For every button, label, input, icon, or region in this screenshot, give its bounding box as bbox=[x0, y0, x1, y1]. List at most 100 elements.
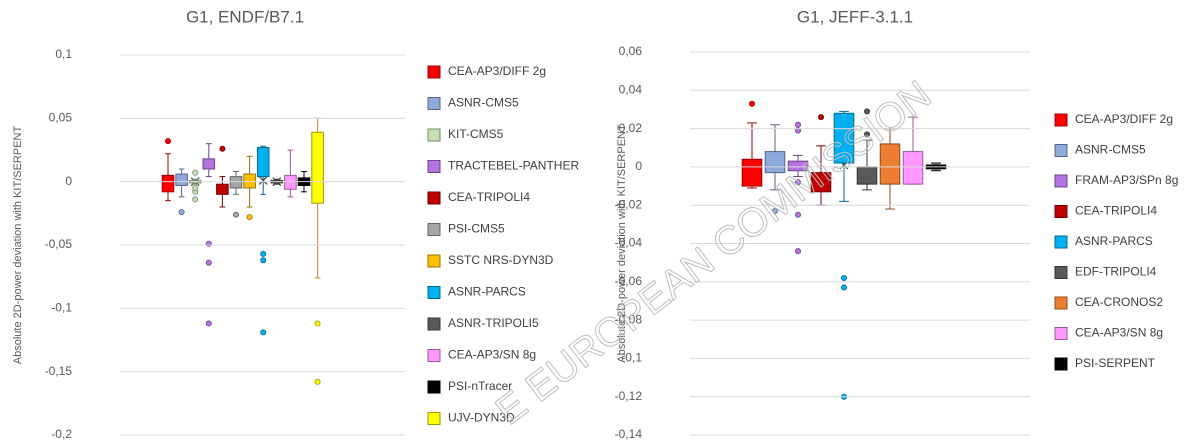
legend-label: ASNR-CMS5 bbox=[448, 96, 519, 110]
legend-label: ASNR-CMS5 bbox=[1075, 143, 1146, 157]
outlier bbox=[795, 211, 802, 218]
legend-label: SSTC NRS-DYN3D bbox=[448, 253, 554, 267]
y-tick-label: -0,05 bbox=[45, 237, 73, 251]
outlier bbox=[178, 209, 185, 216]
y-tick-label: -0,1 bbox=[51, 301, 72, 315]
outlier bbox=[841, 274, 848, 281]
box bbox=[202, 158, 216, 170]
legend-label: PSI-SERPENT bbox=[1075, 356, 1156, 370]
legend-swatch bbox=[1054, 357, 1068, 371]
chart-title: G1, ENDF/B7.1 bbox=[186, 7, 304, 26]
outlier bbox=[260, 257, 267, 264]
legend-swatch bbox=[427, 380, 441, 394]
legend-label: CEA-AP3/SN 8g bbox=[448, 348, 536, 362]
legend-label: CEA-CRONOS2 bbox=[1075, 295, 1163, 309]
legend-label: CEA-TRIPOLI4 bbox=[448, 190, 530, 204]
legend-swatch bbox=[427, 160, 441, 173]
outlier bbox=[219, 145, 226, 152]
legend-swatch bbox=[1054, 113, 1068, 127]
outlier bbox=[864, 131, 871, 138]
outlier bbox=[192, 169, 199, 176]
legend-swatch bbox=[1054, 205, 1068, 218]
legend-label: ASNR-PARCS bbox=[448, 285, 526, 299]
legend-label: CEA-TRIPOLI4 bbox=[1075, 204, 1157, 218]
outlier bbox=[246, 214, 253, 221]
legend-label: ASNR-PARCS bbox=[1075, 234, 1153, 248]
box bbox=[256, 146, 270, 178]
legend-swatch bbox=[1054, 296, 1068, 310]
y-axis-label: Absolute 2D-power deviation with KIT/SER… bbox=[12, 126, 24, 365]
y-tick-label: 0 bbox=[65, 174, 72, 188]
legend-swatch bbox=[427, 97, 441, 110]
y-tick-label: -0,04 bbox=[615, 236, 643, 250]
outlier bbox=[205, 320, 212, 327]
legend-swatch bbox=[1054, 266, 1068, 279]
legend-swatch bbox=[427, 286, 441, 299]
y-tick-label: 0,06 bbox=[619, 44, 643, 58]
legend-label: CEA-AP3/SN 8g bbox=[1075, 326, 1163, 340]
y-tick-label: -0,15 bbox=[45, 364, 73, 378]
y-tick-label: 0,05 bbox=[49, 111, 73, 125]
y-tick-label: 0,02 bbox=[619, 121, 643, 135]
box bbox=[243, 173, 256, 189]
legend-swatch bbox=[1054, 174, 1068, 188]
legend-label: PSI-CMS5 bbox=[448, 222, 505, 236]
y-tick-label: -0,06 bbox=[615, 274, 643, 288]
outlier bbox=[314, 320, 321, 327]
box bbox=[311, 131, 324, 204]
outlier bbox=[795, 121, 802, 128]
outlier bbox=[164, 138, 171, 145]
legend-label: UJV-DYN3D bbox=[448, 411, 515, 425]
watermark: E EUROPEAN COMMISSION bbox=[488, 73, 940, 434]
box bbox=[902, 151, 924, 185]
legend-label: TRACTEBEL-PANTHER bbox=[448, 159, 579, 173]
outlier bbox=[749, 100, 756, 107]
legend-label: CEA-AP3/DIFF 2g bbox=[448, 64, 546, 78]
box bbox=[284, 174, 297, 190]
legend-swatch bbox=[1054, 144, 1068, 157]
outlier bbox=[772, 207, 779, 214]
outlier bbox=[841, 284, 848, 291]
y-tick-label: -0,02 bbox=[615, 197, 643, 211]
legend-label: PSI-nTracer bbox=[448, 379, 512, 393]
legend-swatch bbox=[1054, 327, 1068, 340]
box bbox=[216, 183, 229, 195]
box bbox=[741, 158, 763, 187]
legend-label: CEA-AP3/DIFF 2g bbox=[1075, 112, 1173, 126]
y-tick-label: 0,1 bbox=[55, 47, 72, 61]
box bbox=[229, 176, 243, 189]
y-tick-label: -0,08 bbox=[615, 312, 643, 326]
legend-label: KIT-CMS5 bbox=[448, 127, 504, 141]
outlier bbox=[260, 250, 267, 257]
outlier bbox=[192, 196, 199, 203]
y-tick-label: 0 bbox=[635, 159, 642, 173]
box bbox=[161, 174, 175, 193]
y-tick-label: -0,12 bbox=[615, 389, 643, 403]
legend-label: ASNR-TRIPOLI5 bbox=[448, 316, 539, 330]
outlier bbox=[232, 211, 239, 218]
legend-swatch bbox=[427, 128, 441, 142]
outlier bbox=[205, 259, 212, 266]
y-tick-label: -0,14 bbox=[615, 427, 643, 441]
legend-label: EDF-TRIPOLI4 bbox=[1075, 265, 1157, 279]
legend-label: FRAM-AP3/SPn 8g bbox=[1075, 173, 1178, 187]
outlier bbox=[818, 114, 825, 121]
legend-swatch bbox=[427, 317, 441, 331]
outlier bbox=[192, 184, 199, 191]
outlier bbox=[260, 329, 267, 336]
legend-swatch bbox=[427, 223, 441, 236]
legend-swatch bbox=[427, 412, 441, 425]
outlier bbox=[314, 378, 321, 385]
outlier bbox=[205, 240, 212, 247]
outlier bbox=[795, 179, 802, 186]
y-axis-label: Absolute 2D-power deviation with KIT/SER… bbox=[616, 124, 628, 363]
y-tick-label: 0,04 bbox=[619, 82, 643, 96]
outlier bbox=[795, 248, 802, 255]
box bbox=[175, 173, 188, 186]
legend-swatch bbox=[427, 191, 441, 205]
legend-swatch bbox=[1054, 235, 1068, 249]
y-tick-label: -0,2 bbox=[51, 427, 72, 441]
box bbox=[856, 166, 878, 185]
legend-swatch bbox=[427, 349, 441, 362]
